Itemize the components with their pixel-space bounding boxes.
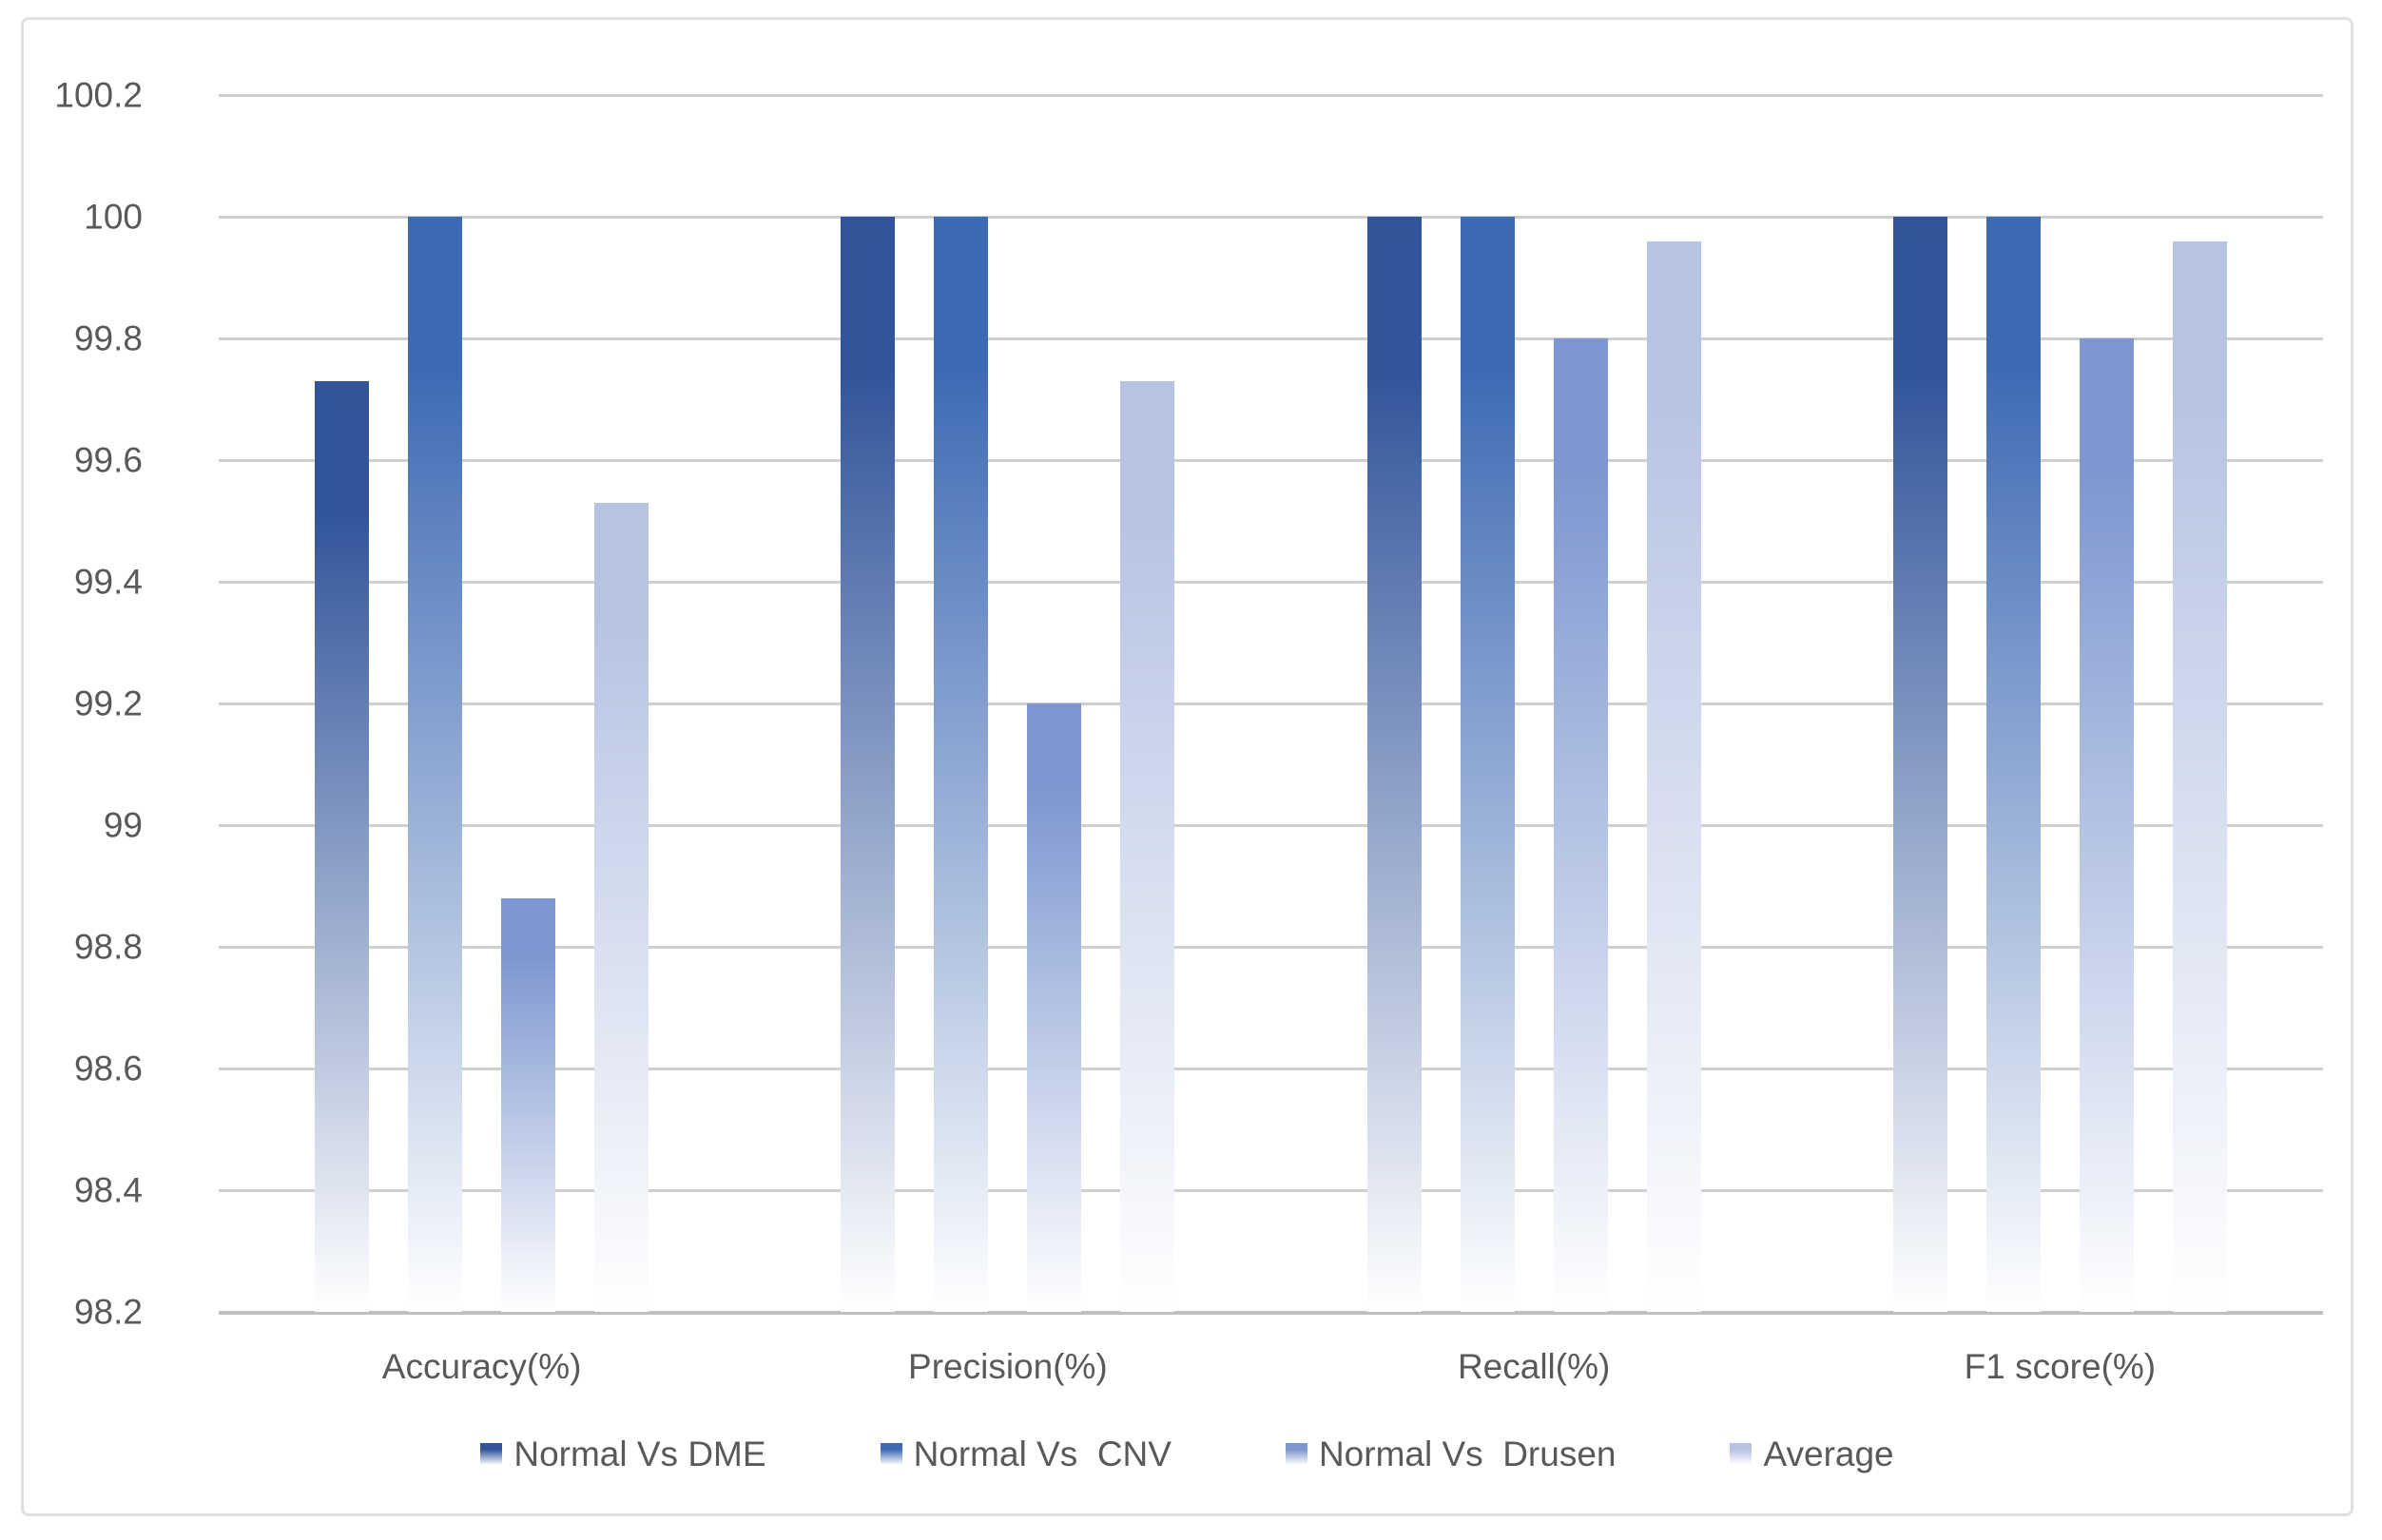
y-tick-label: 98.4: [73, 1170, 143, 1210]
bar: [408, 217, 463, 1312]
y-tick-label: 98.8: [73, 927, 143, 967]
legend-label: Normal Vs CNV: [913, 1434, 1172, 1473]
legend-label: Normal Vs Drusen: [1318, 1434, 1617, 1473]
legend: Normal Vs DME Normal Vs CNV Normal Vs Drus…: [24, 1436, 2351, 1472]
chart-frame: Accuracy(%) Precision(%) Recall(%) F1 score…: [21, 17, 2353, 1516]
y-tick-label: 99: [103, 805, 143, 845]
bar: [1120, 381, 1175, 1312]
gridline: [219, 459, 2323, 462]
bar: [841, 217, 896, 1312]
legend-swatch-icon: [480, 1443, 503, 1465]
gridline: [219, 1189, 2323, 1192]
legend-label: Average: [1763, 1434, 1894, 1473]
legend-item: Average: [1730, 1434, 1894, 1473]
legend-swatch-icon: [1285, 1443, 1307, 1465]
y-tick-label: 99.4: [73, 562, 143, 602]
x-axis-line: [219, 1311, 2323, 1315]
bar: [501, 898, 556, 1312]
bar-group: [1366, 217, 1701, 1312]
bar: [934, 217, 989, 1312]
bar: [1646, 241, 1701, 1312]
bar: [594, 503, 649, 1312]
legend-swatch-icon: [880, 1443, 902, 1465]
y-tick-label: 99.8: [73, 318, 143, 358]
gridline: [219, 216, 2323, 219]
legend-label: Normal Vs DME: [513, 1434, 766, 1473]
bar: [1027, 703, 1082, 1312]
bar: [1892, 217, 1947, 1312]
bar: [315, 381, 370, 1312]
gridline: [219, 703, 2323, 705]
gridline: [219, 94, 2323, 97]
legend-swatch-icon: [1730, 1443, 1753, 1465]
bar-group: [315, 217, 649, 1312]
y-tick-label: 99.6: [73, 440, 143, 480]
x-category-label: F1 score(%): [1964, 1347, 2157, 1386]
legend-item: Normal Vs DME: [480, 1434, 766, 1473]
gridline: [219, 581, 2323, 584]
bar: [2079, 338, 2134, 1312]
gridline: [219, 337, 2323, 340]
bar-group: [841, 217, 1175, 1312]
y-tick-label: 98.6: [73, 1049, 143, 1088]
x-axis-category-labels: Accuracy(%) Precision(%) Recall(%) F1 score…: [219, 1347, 2323, 1396]
bar: [1460, 217, 1515, 1312]
legend-item: Normal Vs CNV: [880, 1434, 1172, 1473]
y-tick-label: 100.2: [54, 75, 143, 115]
bar: [1985, 217, 2041, 1312]
gridline: [219, 946, 2323, 949]
x-category-label: Recall(%): [1457, 1347, 1611, 1386]
y-tick-label: 98.2: [73, 1292, 143, 1332]
x-category-label: Precision(%): [908, 1347, 1108, 1386]
gridline: [219, 824, 2323, 827]
plot-area: [219, 94, 2323, 1315]
y-tick-label: 99.2: [73, 683, 143, 723]
bar: [1366, 217, 1422, 1312]
bar-group: [1892, 217, 2227, 1312]
y-tick-label: 100: [84, 197, 143, 237]
bar: [1553, 338, 1608, 1312]
legend-item: Normal Vs Drusen: [1285, 1434, 1617, 1473]
x-category-label: Accuracy(%): [381, 1347, 582, 1386]
gridline: [219, 1068, 2323, 1070]
bar: [2172, 241, 2227, 1312]
